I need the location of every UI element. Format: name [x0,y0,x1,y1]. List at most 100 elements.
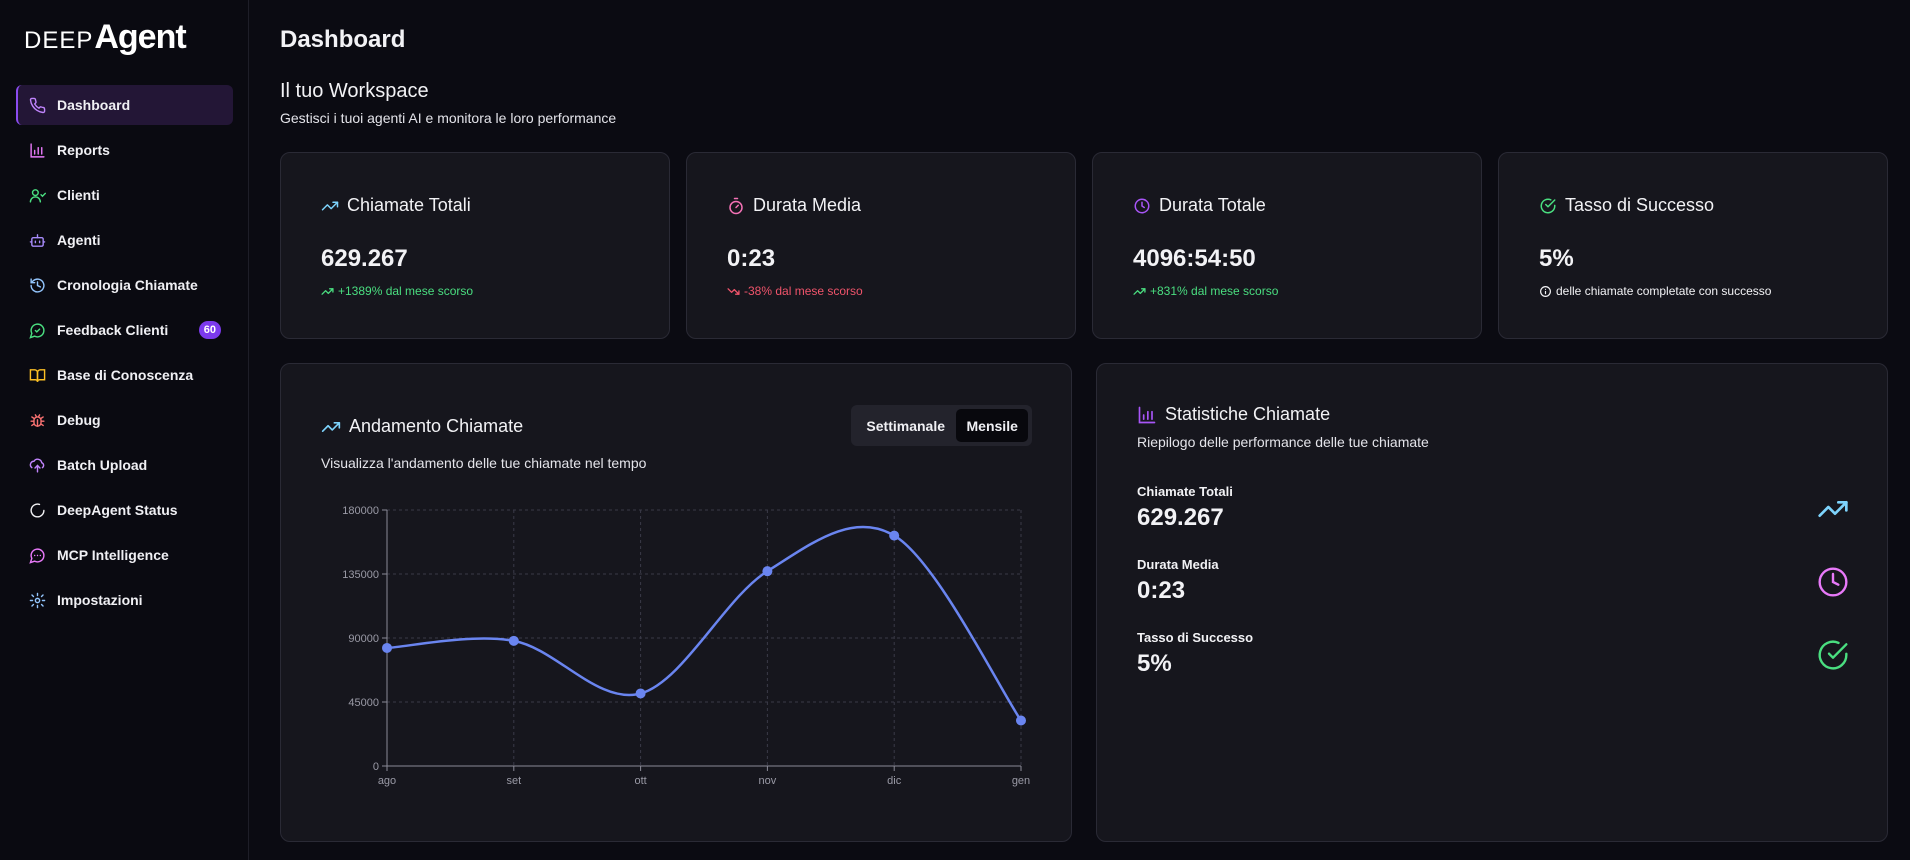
sidebar: DEEP Agent Dashboard Reports Clienti Agen… [0,0,249,860]
stat-card-title: Tasso di Successo [1565,195,1715,215]
stats-row-label: Durata Media [1137,557,1219,572]
chart-card-andamento: Andamento Chiamate Settimanale Mensile V… [280,363,1072,842]
chat-bubble-icon [28,546,46,564]
sidebar-item-dashboard[interactable]: Dashboard [16,85,233,125]
x-tick-label: dic [887,775,902,787]
history-icon [28,276,46,294]
y-tick-label: 135000 [342,569,379,581]
info-icon [1539,285,1552,298]
data-point [508,635,519,646]
clock-icon [1133,197,1151,215]
y-tick-label: 0 [373,761,379,773]
sidebar-item-impostazioni[interactable]: Impostazioni [16,580,233,620]
page-title: Dashboard [280,26,406,53]
x-tick-label: ago [378,775,396,787]
stat-card-note: delle chiamate completate con successo [1539,284,1771,298]
sidebar-item-clienti[interactable]: Clienti [16,175,233,215]
stat-card-title: Durata Media [753,195,862,215]
stats-subtitle: Riepilogo delle performance delle tue ch… [1137,434,1429,450]
sidebar-item-label: Clienti [57,187,100,203]
toggle-mensile[interactable]: Mensile [956,409,1028,442]
trending-up-icon [321,417,341,437]
bar-chart-icon [1137,405,1157,425]
x-tick-label: ott [634,775,646,787]
stat-card-note: -38% dal mese scorso [727,284,863,298]
check-circle-icon [1539,197,1557,215]
chart-subtitle: Visualizza l'andamento delle tue chiamat… [321,455,647,471]
stat-card-title-row: Durata Totale [1133,195,1266,216]
trending-up-icon [1133,285,1146,298]
data-point [889,530,900,541]
message-icon [28,321,46,339]
stat-card-tasso-successo: Tasso di Successo 5% delle chiamate comp… [1498,152,1888,339]
stats-row-successo: Tasso di Successo 5% [1137,630,1849,690]
feedback-count-badge: 60 [198,321,221,339]
stats-row-value: 629.267 [1137,504,1224,531]
sidebar-item-debug[interactable]: Debug [16,400,233,440]
sidebar-item-status[interactable]: DeepAgent Status [16,490,233,530]
sidebar-item-label: Base di Conoscenza [57,367,194,383]
stat-card-chiamate-totali: Chiamate Totali 629.267 +1389% dal mese … [280,152,670,339]
period-toggle: Settimanale Mensile [851,405,1032,446]
chart-title-row: Andamento Chiamate [321,416,523,437]
trending-up-icon [321,197,339,215]
stats-row-value: 0:23 [1137,577,1186,604]
x-tick-label: set [506,775,521,787]
data-point [762,566,773,577]
stats-row-value: 5% [1137,650,1172,677]
trending-down-icon [727,285,740,298]
sidebar-item-label: Dashboard [57,97,131,113]
stat-card-durata-media: Durata Media 0:23 -38% dal mese scorso [686,152,1076,339]
sidebar-item-feedback[interactable]: Feedback Clienti 60 [16,310,233,350]
data-point [635,688,646,699]
stats-row-chiamate: Chiamate Totali 629.267 [1137,484,1849,544]
spinner-icon [28,501,46,519]
stat-card-note: +831% dal mese scorso [1133,284,1278,298]
stat-card-value: 4096:54:50 [1133,245,1256,272]
workspace-subtitle: Gestisci i tuoi agenti AI e monitora le … [280,110,617,126]
series-line [386,525,1023,722]
logo-part1: DEEP [24,27,94,54]
toggle-settimanale[interactable]: Settimanale [866,417,945,434]
sidebar-item-label: Feedback Clienti [57,322,169,338]
trending-up-icon [1817,493,1849,525]
users-icon [28,186,46,204]
stat-card-note-text: +1389% dal mese scorso [338,284,474,298]
sidebar-item-label: Cronologia Chiamate [57,277,198,293]
y-tick-label: 90000 [348,633,379,645]
sidebar-item-agenti[interactable]: Agenti [16,220,233,260]
sidebar-item-batch-upload[interactable]: Batch Upload [16,445,233,485]
sidebar-item-base-conoscenza[interactable]: Base di Conoscenza [16,355,233,395]
sidebar-item-mcp[interactable]: MCP Intelligence [16,535,233,575]
phone-icon [28,96,46,114]
bug-icon [28,411,46,429]
stats-card-statistiche: Statistiche Chiamate Riepilogo delle per… [1096,363,1888,842]
sidebar-nav: Dashboard Reports Clienti Agenti Cronolo… [16,85,233,625]
stats-title-row: Statistiche Chiamate [1137,404,1330,425]
stat-card-note-text: delle chiamate completate con successo [1556,284,1772,298]
y-tick-label: 45000 [348,697,379,709]
cloud-upload-icon [28,456,46,474]
x-tick-label: gen [1012,775,1030,787]
bar-chart-icon [28,141,46,159]
stat-card-note-text: -38% dal mese scorso [744,284,863,298]
stat-card-title-row: Durata Media [727,195,861,216]
stats-row-label: Tasso di Successo [1137,630,1254,645]
trending-up-icon [321,285,334,298]
sidebar-item-cronologia[interactable]: Cronologia Chiamate [16,265,233,305]
stat-card-title-row: Tasso di Successo [1539,195,1714,216]
sidebar-item-label: DeepAgent Status [57,502,178,518]
stats-row-label: Chiamate Totali [1137,484,1233,499]
logo[interactable]: DEEP Agent [24,18,187,56]
sidebar-item-label: Reports [57,142,110,158]
sidebar-item-label: Batch Upload [57,457,148,473]
sidebar-item-reports[interactable]: Reports [16,130,233,170]
stat-card-durata-totale: Durata Totale 4096:54:50 +831% dal mese … [1092,152,1482,339]
stat-card-title: Durata Totale [1159,195,1266,215]
book-icon [28,366,46,384]
sidebar-item-label: Agenti [57,232,101,248]
x-tick-label: nov [759,775,777,787]
stat-card-value: 5% [1539,245,1574,272]
data-point [1016,715,1026,726]
stat-card-title-row: Chiamate Totali [321,195,471,216]
